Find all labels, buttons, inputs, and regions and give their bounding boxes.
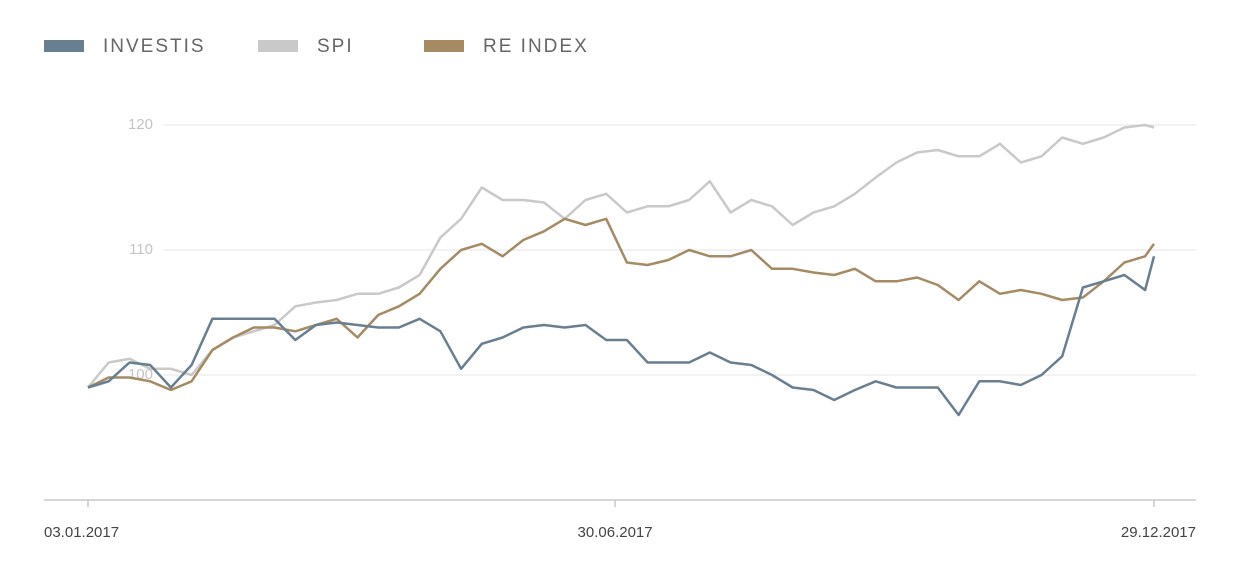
y-tick-label: 110 <box>129 241 153 258</box>
legend-label: INVESTIS <box>103 36 206 57</box>
series-line <box>87 123 1155 389</box>
legend-swatch <box>258 40 298 52</box>
series-line <box>87 255 1156 417</box>
x-tick-label: 30.06.2017 <box>578 524 653 541</box>
legend-label: SPI <box>317 36 354 57</box>
y-tick-label: 120 <box>128 116 153 133</box>
x-tick-label: 29.12.2017 <box>1121 524 1196 541</box>
legend-label: RE INDEX <box>483 36 589 57</box>
legend-swatch <box>44 40 84 52</box>
x-tick-label: 03.01.2017 <box>44 524 119 541</box>
series-line <box>87 217 1156 392</box>
legend-swatch <box>424 40 464 52</box>
